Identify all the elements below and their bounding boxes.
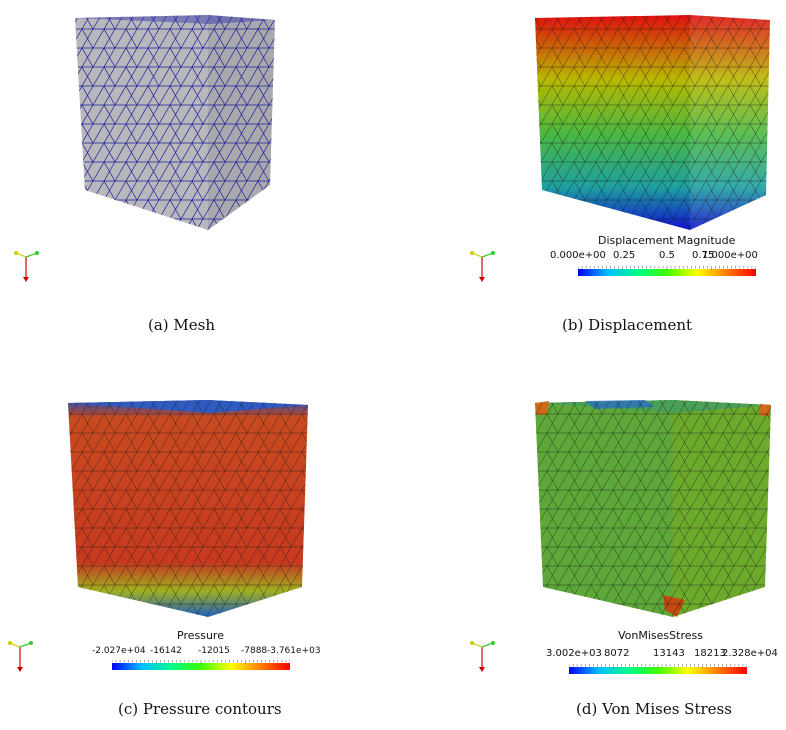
displacement-cube — [535, 15, 770, 230]
tick-label: 8072 — [604, 648, 630, 659]
caption-pressure: (c) Pressure contours — [118, 700, 282, 718]
tick-label: 1.000e+00 — [702, 250, 758, 261]
tick-label: -7888 — [241, 646, 268, 656]
colorbar-title-pressure: Pressure — [177, 629, 224, 642]
tick-label: 2.328e+04 — [722, 648, 778, 659]
tick-label: -16142 — [150, 646, 182, 656]
caption-displacement: (b) Displacement — [562, 316, 693, 334]
caption-mesh: (a) Mesh — [148, 316, 216, 334]
tick-label: 0.25 — [613, 250, 636, 261]
tick-label: 0.000e+00 — [550, 250, 606, 261]
pressure-cube — [68, 400, 308, 617]
colorbar-pressure — [112, 660, 290, 670]
tick-label: 3.002e+03 — [546, 648, 602, 659]
colorbar-displacement — [578, 266, 756, 276]
axes-triad-c — [4, 635, 44, 679]
panel-vonmises — [525, 395, 775, 625]
colorbar-title-displacement: Displacement Magnitude — [598, 234, 736, 247]
colorbar-title-vonmises: VonMisesStress — [618, 629, 703, 642]
tick-label: -12015 — [198, 646, 230, 656]
axes-triad-b — [466, 245, 506, 289]
tick-label: 13143 — [653, 648, 685, 659]
tick-label: -2.027e+04 — [92, 646, 146, 656]
tick-label: 18213 — [694, 648, 726, 659]
colorbar-vonmises — [569, 664, 747, 674]
panel-pressure — [60, 395, 330, 625]
caption-vonmises: (d) Von Mises Stress — [576, 700, 732, 718]
tick-label: -3.761e+03 — [267, 646, 321, 656]
panel-displacement — [530, 10, 780, 240]
mesh-cube — [75, 15, 275, 230]
axes-triad-d — [466, 635, 506, 679]
tick-label: 0.75 — [692, 250, 715, 261]
tick-label: 0.5 — [659, 250, 675, 261]
panel-mesh — [60, 10, 330, 240]
vonmises-cube — [535, 400, 771, 617]
axes-triad-a — [10, 245, 50, 289]
